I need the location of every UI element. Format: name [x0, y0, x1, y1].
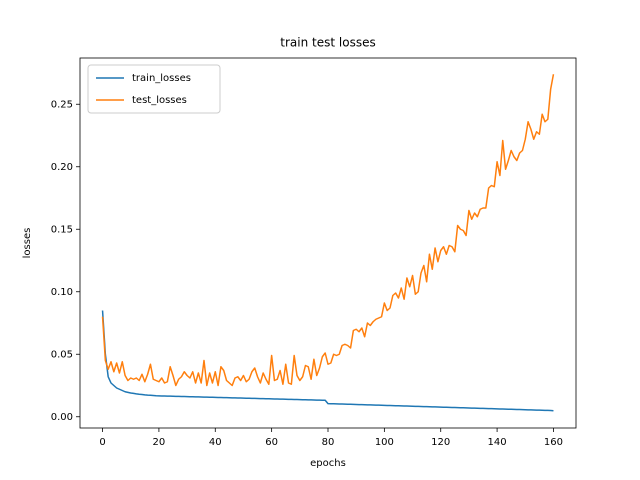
x-axis-label: epochs — [310, 458, 346, 469]
x-tick-label: 40 — [209, 437, 222, 448]
y-tick-label: 0.10 — [51, 287, 73, 298]
y-axis-label: losses — [22, 228, 33, 259]
y-tick-label: 0.15 — [51, 224, 73, 235]
chart-title: train test losses — [280, 36, 375, 50]
x-tick-label: 20 — [153, 437, 166, 448]
y-tick-label: 0.00 — [51, 412, 73, 423]
y-tick-label: 0.05 — [51, 349, 73, 360]
line-series — [101, 74, 555, 387]
plot-frame — [79, 57, 577, 429]
x-tick-label: 140 — [488, 437, 507, 448]
legend-label: test_losses — [132, 95, 187, 106]
x-tick-label: 80 — [322, 437, 335, 448]
y-tick-label: 0.25 — [51, 99, 73, 110]
legend-box — [87, 64, 221, 114]
x-tick-label: 60 — [265, 437, 278, 448]
legend-label: train_losses — [132, 73, 191, 84]
x-tick-label: 0 — [99, 437, 105, 448]
x-tick-label: 120 — [431, 437, 450, 448]
x-tick-label: 160 — [544, 437, 563, 448]
x-tick-label: 100 — [375, 437, 394, 448]
line-series — [101, 310, 554, 412]
y-tick-label: 0.20 — [51, 162, 73, 173]
